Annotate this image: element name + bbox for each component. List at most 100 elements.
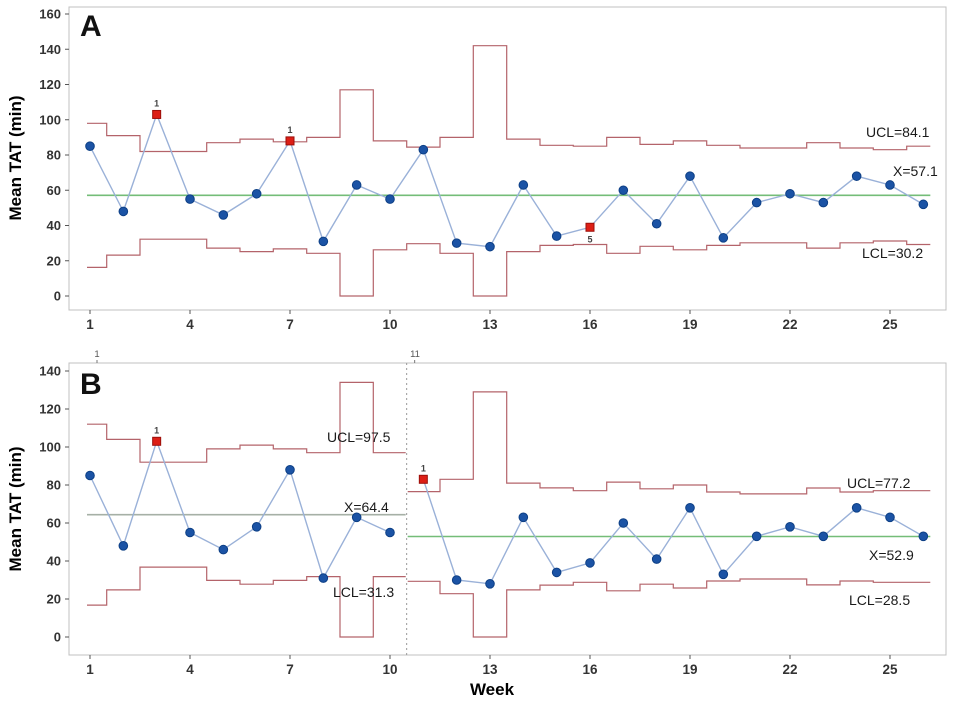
y-tick-label: 120	[39, 402, 61, 417]
data-point	[918, 199, 929, 210]
x-tick-label: 22	[782, 662, 797, 677]
y-tick-label: 40	[47, 218, 61, 233]
ucl-step-line	[87, 45, 931, 153]
x-tick-label: 4	[186, 662, 194, 677]
x-tick-label: 1	[86, 662, 94, 677]
lcl-step-line	[87, 238, 931, 297]
data-point	[618, 185, 629, 196]
data-point	[451, 575, 462, 585]
data-point	[318, 236, 329, 247]
data-point	[918, 531, 929, 542]
test-flag-label: 1	[287, 125, 292, 135]
data-point	[185, 527, 195, 538]
lcl-step-line	[87, 566, 406, 638]
y-tick-label: 120	[39, 77, 61, 92]
panel-b-stage2-ucl-label: UCL=77.2	[847, 475, 911, 491]
panel-a-ucl-label: UCL=84.1	[866, 124, 930, 140]
x-tick-label: 7	[286, 662, 294, 677]
panel-b-stage1-lcl-label: LCL=31.3	[333, 584, 395, 600]
series-line	[89, 439, 391, 580]
data-point	[885, 180, 895, 190]
test-flag-label: 1	[154, 425, 159, 435]
y-tick-label: 100	[39, 440, 61, 455]
data-point	[485, 579, 495, 589]
x-tick-label: 13	[482, 317, 498, 332]
data-point	[551, 231, 562, 241]
data-point	[618, 518, 629, 528]
panel-b-stage2-center-label: X=52.9	[869, 547, 914, 563]
data-point	[318, 573, 329, 583]
y-tick-label: 60	[47, 183, 61, 198]
x-tick-label: 25	[882, 317, 898, 332]
x-tick-label: 16	[582, 662, 598, 677]
data-point	[518, 180, 529, 190]
data-point	[85, 470, 95, 481]
series-line	[89, 112, 924, 248]
panel-b-stage1-ucl-label: UCL=97.5	[327, 429, 391, 445]
y-tick-label: 160	[39, 7, 61, 22]
data-point	[285, 465, 295, 475]
data-point	[251, 188, 262, 199]
data-point	[251, 522, 262, 532]
data-point	[385, 527, 395, 538]
data-point	[685, 503, 695, 513]
data-point	[351, 512, 362, 523]
x-tick-label: 7	[286, 317, 294, 332]
panel-a-center-label: X=57.1	[893, 163, 938, 179]
out-of-control-point	[152, 436, 162, 446]
data-point	[351, 180, 362, 190]
lcl-step-line	[407, 578, 931, 638]
panel-a-letter: A	[80, 10, 103, 43]
data-point	[685, 171, 695, 181]
panel-b-stage2-lcl-label: LCL=28.5	[849, 592, 911, 608]
data-point	[851, 503, 862, 513]
plot-border	[68, 362, 947, 656]
test-flag-label: 1	[421, 463, 426, 473]
data-point	[218, 210, 229, 220]
data-point	[551, 567, 562, 578]
y-tick-label: 140	[39, 364, 61, 379]
data-point	[485, 241, 495, 252]
data-point	[651, 554, 662, 564]
data-point	[851, 171, 862, 181]
ucl-step-line	[87, 381, 406, 463]
data-point	[651, 218, 662, 229]
panel-b-stage1-label: 1	[94, 349, 100, 360]
y-tick-label: 40	[47, 554, 61, 569]
out-of-control-point	[285, 136, 295, 146]
out-of-control-point	[585, 222, 595, 232]
data-point	[818, 197, 829, 208]
data-point	[885, 512, 895, 523]
x-tick-label: 13	[482, 662, 498, 677]
x-tick-label: 4	[186, 317, 194, 332]
ucl-step-line	[407, 391, 931, 495]
y-tick-label: 80	[47, 148, 61, 163]
data-point	[518, 512, 529, 523]
test-flag-label: 1	[154, 98, 159, 108]
y-tick-label: 100	[39, 112, 61, 127]
data-point	[418, 144, 429, 155]
out-of-control-point	[152, 109, 162, 119]
panel-b-stage1-center-label: X=64.4	[344, 499, 389, 515]
out-of-control-point	[418, 474, 428, 484]
data-point	[451, 238, 462, 248]
panel-b-stage2-label: 11	[410, 349, 420, 360]
series-line	[422, 479, 924, 585]
x-tick-label: 19	[682, 317, 697, 332]
data-point	[718, 569, 729, 580]
data-point	[185, 194, 195, 204]
x-tick-label: 19	[682, 662, 697, 677]
data-point	[718, 233, 729, 243]
x-tick-label: 16	[582, 317, 598, 332]
data-point	[585, 558, 595, 568]
data-point	[818, 531, 829, 542]
data-point	[218, 544, 229, 555]
x-tick-label: 25	[882, 662, 898, 677]
y-tick-label: 20	[47, 253, 61, 268]
y-tick-label: 0	[54, 289, 61, 304]
data-point	[785, 188, 795, 199]
y-tick-label: 140	[39, 42, 61, 57]
panel-a-lcl-label: LCL=30.2	[862, 245, 924, 261]
x-axis-title: Week	[469, 680, 515, 699]
